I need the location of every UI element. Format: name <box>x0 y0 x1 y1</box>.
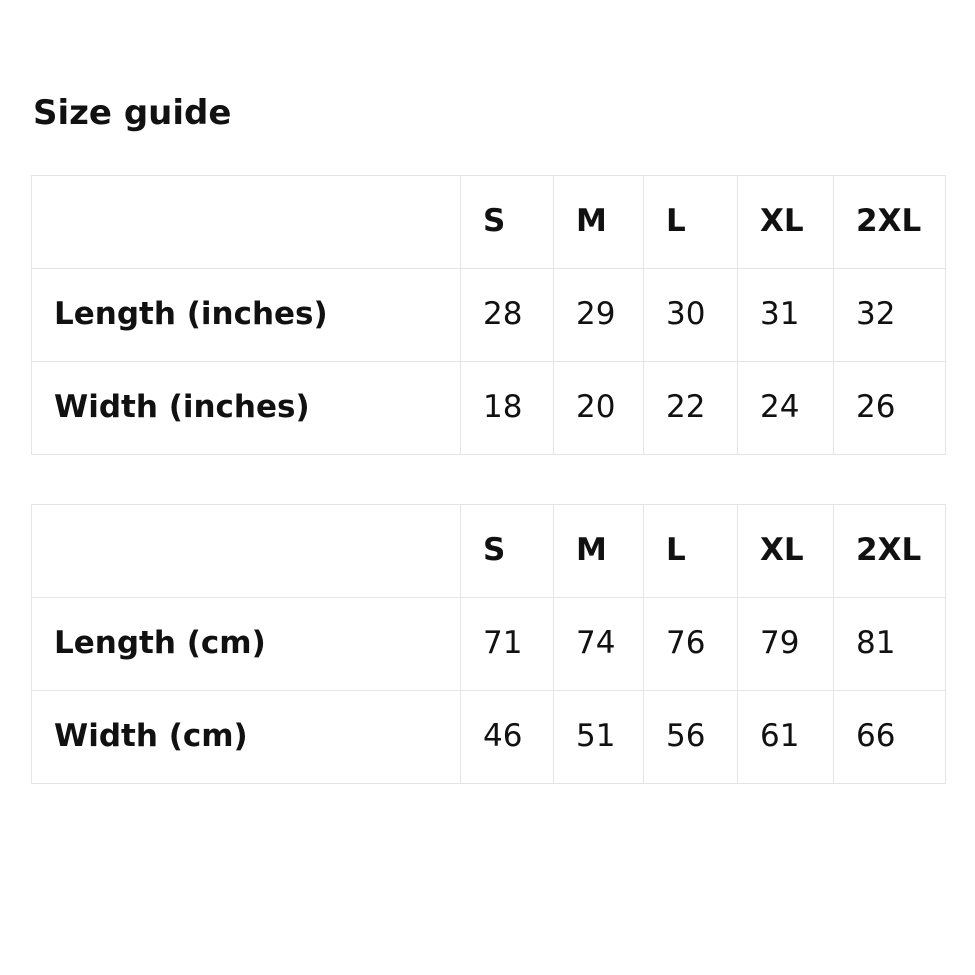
size-guide-title: Size guide <box>33 93 232 133</box>
size-value: 46 <box>460 689 554 784</box>
size-value: 66 <box>833 689 946 784</box>
row-label: Length (cm) <box>31 596 461 691</box>
size-value: 76 <box>643 596 738 691</box>
row-label: Width (cm) <box>31 689 461 784</box>
size-value: 56 <box>643 689 738 784</box>
size-guide-section: Size guide S M L XL 2XL Length (inches) … <box>31 93 946 784</box>
size-value: 81 <box>833 596 946 691</box>
size-column-header: 2XL <box>833 503 946 598</box>
row-label: Width (inches) <box>31 360 461 455</box>
size-value: 26 <box>833 360 946 455</box>
table-row: Width (cm) 46 51 56 61 66 <box>31 689 946 784</box>
size-column-header: S <box>460 174 554 269</box>
size-value: 71 <box>460 596 554 691</box>
row-label: Length (inches) <box>31 267 461 362</box>
size-column-header: 2XL <box>833 174 946 269</box>
table-row: Length (cm) 71 74 76 79 81 <box>31 596 946 691</box>
table-header-row: S M L XL 2XL <box>31 503 946 598</box>
size-value: 32 <box>833 267 946 362</box>
size-value: 30 <box>643 267 738 362</box>
size-column-header: XL <box>737 503 834 598</box>
size-column-header: S <box>460 503 554 598</box>
size-column-header: L <box>643 503 738 598</box>
size-value: 74 <box>553 596 644 691</box>
table-header-row: S M L XL 2XL <box>31 174 946 269</box>
size-column-header: M <box>553 174 644 269</box>
size-value: 24 <box>737 360 834 455</box>
size-column-header: M <box>553 503 644 598</box>
size-value: 79 <box>737 596 834 691</box>
size-value: 61 <box>737 689 834 784</box>
size-table-cm: S M L XL 2XL Length (cm) 71 74 76 79 81 … <box>31 503 946 784</box>
size-value: 28 <box>460 267 554 362</box>
size-value: 20 <box>553 360 644 455</box>
size-column-header: L <box>643 174 738 269</box>
size-table-inches: S M L XL 2XL Length (inches) 28 29 30 31… <box>31 174 946 455</box>
table-row: Width (inches) 18 20 22 24 26 <box>31 360 946 455</box>
size-value: 51 <box>553 689 644 784</box>
size-value: 31 <box>737 267 834 362</box>
corner-cell <box>31 174 461 269</box>
size-value: 18 <box>460 360 554 455</box>
table-row: Length (inches) 28 29 30 31 32 <box>31 267 946 362</box>
size-value: 22 <box>643 360 738 455</box>
size-value: 29 <box>553 267 644 362</box>
size-column-header: XL <box>737 174 834 269</box>
corner-cell <box>31 503 461 598</box>
